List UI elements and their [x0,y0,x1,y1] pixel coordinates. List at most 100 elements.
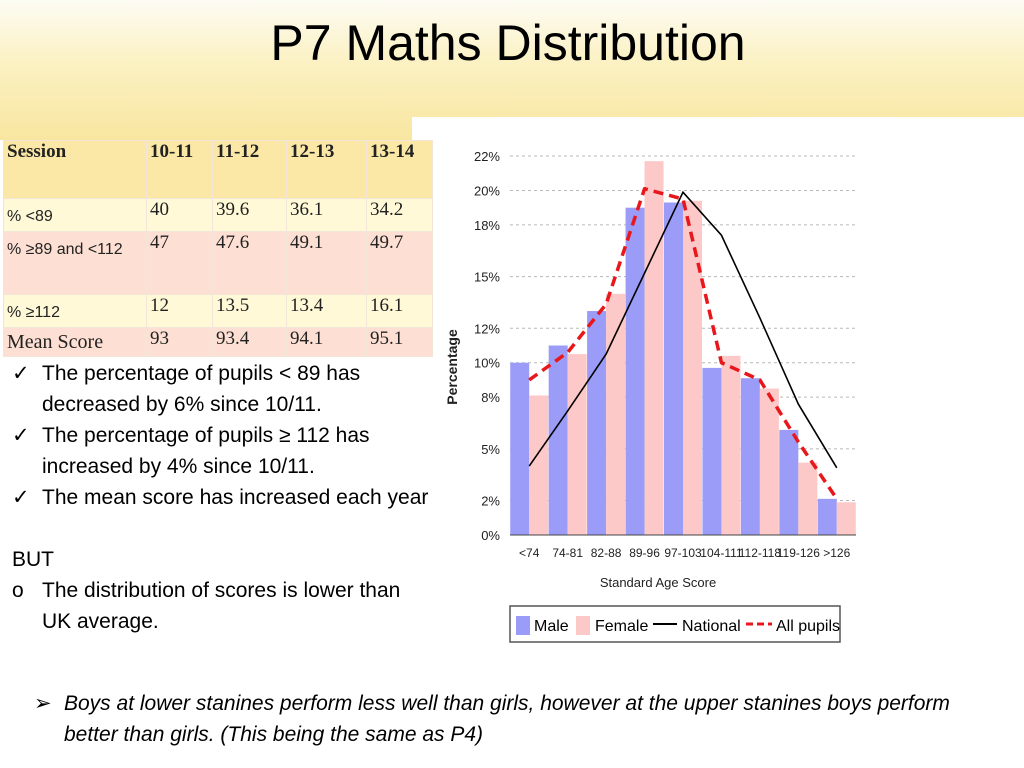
x-tick-label: >126 [823,546,850,560]
x-tick-label: <74 [519,546,540,560]
conclusion-text: Boys at lower stanines perform less well… [64,692,950,746]
y-tick-label: 10% [474,356,500,371]
bar-male [510,362,530,535]
bar-male [587,311,607,535]
list-item: o The distribution of scores is lower tha… [12,575,432,637]
x-tick-label: 97-103 [664,546,702,560]
table-cell: 95.1 [366,327,433,357]
bar-male [817,498,837,535]
table-cell: 47 [146,231,213,295]
national-line [528,190,838,469]
bar-female [644,161,664,535]
check-icon: ✓ [12,424,30,447]
table-cell: 47.6 [212,231,287,295]
table-cell: 13.4 [286,294,367,328]
chart-legend: Male Female National All pupils [509,605,841,643]
title-band [0,0,1024,140]
y-tick-label: 2% [481,494,500,509]
bar-female [683,200,702,536]
x-tick-label: 104-111 [700,546,743,560]
y-tick-label: 22% [474,149,500,164]
table-cell: 39.6 [212,198,287,232]
table-header-cell: 12-13 [286,140,367,199]
table-header-row: Session 10-11 11-12 12-13 13-14 [3,140,433,199]
table-row: Mean Score 93 93.4 94.1 95.1 [3,327,433,357]
table-cell: 16.1 [366,294,433,328]
circle-bullet-icon: o [12,579,24,602]
legend-label-female: Female [595,618,648,635]
bar-male [740,378,760,535]
bar-female [836,502,856,535]
x-tick-label: 82-88 [591,546,622,560]
bar-female [567,354,587,535]
check-icon: ✓ [12,362,30,385]
findings-list: ✓ The percentage of pupils < 89 has decre… [12,358,432,637]
y-tick-label: 18% [474,218,500,233]
table-cell: 49.7 [366,231,433,295]
table-cell: 34.2 [366,198,433,232]
y-tick-label: 8% [481,390,500,405]
bar-male [779,429,799,535]
slide-title: P7 Maths Distribution [270,15,746,71]
table-cell: 49.1 [286,231,367,295]
table-cell: 93.4 [212,327,287,357]
table-cell: 93 [146,327,213,357]
list-item-text: The mean score has increased each year [42,486,429,509]
legend-label-national: National [682,618,741,635]
y-axis-label: Percentage [444,329,460,405]
x-tick-label: 89-96 [629,546,660,560]
table-cell: 94.1 [286,327,367,357]
conclusion-note: ➢ Boys at lower stanines perform less we… [34,688,1009,750]
row-label: % ≥89 and <112 [3,231,147,295]
row-label: % <89 [3,198,147,232]
list-item: ✓ The percentage of pupils < 89 has decre… [12,358,432,420]
bar-female [606,293,626,535]
table-cell: 13.5 [212,294,287,328]
list-item: ✓ The mean score has increased each year [12,482,432,513]
x-axis-label: Standard Age Score [600,575,716,590]
table-header-cell: 10-11 [146,140,213,199]
row-label: Mean Score [3,327,147,357]
list-item-text: The percentage of pupils ≥ 112 has incre… [42,424,370,478]
check-icon: ✓ [12,486,30,509]
table-header-cell: Session [3,140,147,199]
bar-female [759,388,779,535]
y-tick-label: 5% [481,442,500,457]
bar-male [548,345,568,535]
x-tick-label: 74-81 [552,546,583,560]
y-tick-label: 20% [474,183,500,198]
x-tick-label: 112-118 [739,546,782,560]
list-item-text: The distribution of scores is lower than… [42,579,401,633]
bar-female [529,395,549,535]
arrow-bullet-icon: ➢ [34,692,52,715]
legend-label-all-pupils: All pupils [776,618,840,635]
stats-table: Session 10-11 11-12 12-13 13-14 % <89 40… [3,140,433,357]
legend-label-male: Male [534,618,569,635]
all-pupils-line [528,186,839,500]
bar-female [798,462,818,535]
row-label: % ≥112 [3,294,147,328]
chart-backdrop [412,117,1024,157]
table-cell: 40 [146,198,213,232]
x-tick-label: 119-126 [777,546,820,560]
y-tick-label: 15% [474,270,500,285]
table-row: % ≥89 and <112 47 47.6 49.1 49.7 [3,231,433,295]
bar-male [625,207,645,535]
table-cell: 36.1 [286,198,367,232]
distribution-chart: 0% 2% 5% 8% 10% 12% 15% 18% 20% 22% <74 74-81 82-88… [444,149,856,643]
y-tick-label: 0% [481,528,500,543]
but-label: BUT [12,548,54,571]
table-cell: 12 [146,294,213,328]
table-header-cell: 11-12 [212,140,287,199]
list-item-text: The percentage of pupils < 89 has decrea… [42,362,361,416]
list-item: ✓ The percentage of pupils ≥ 112 has incr… [12,420,432,482]
y-tick-label: 12% [474,321,500,336]
table-header-cell: 13-14 [366,140,433,199]
legend-swatch-male [516,616,530,635]
bar-male [702,367,722,535]
table-row: % ≥112 12 13.5 13.4 16.1 [3,294,433,328]
bar-male [664,202,683,535]
bar-female [721,355,741,535]
table-row: % <89 40 39.6 36.1 34.2 [3,198,433,232]
legend-swatch-female [576,616,590,635]
